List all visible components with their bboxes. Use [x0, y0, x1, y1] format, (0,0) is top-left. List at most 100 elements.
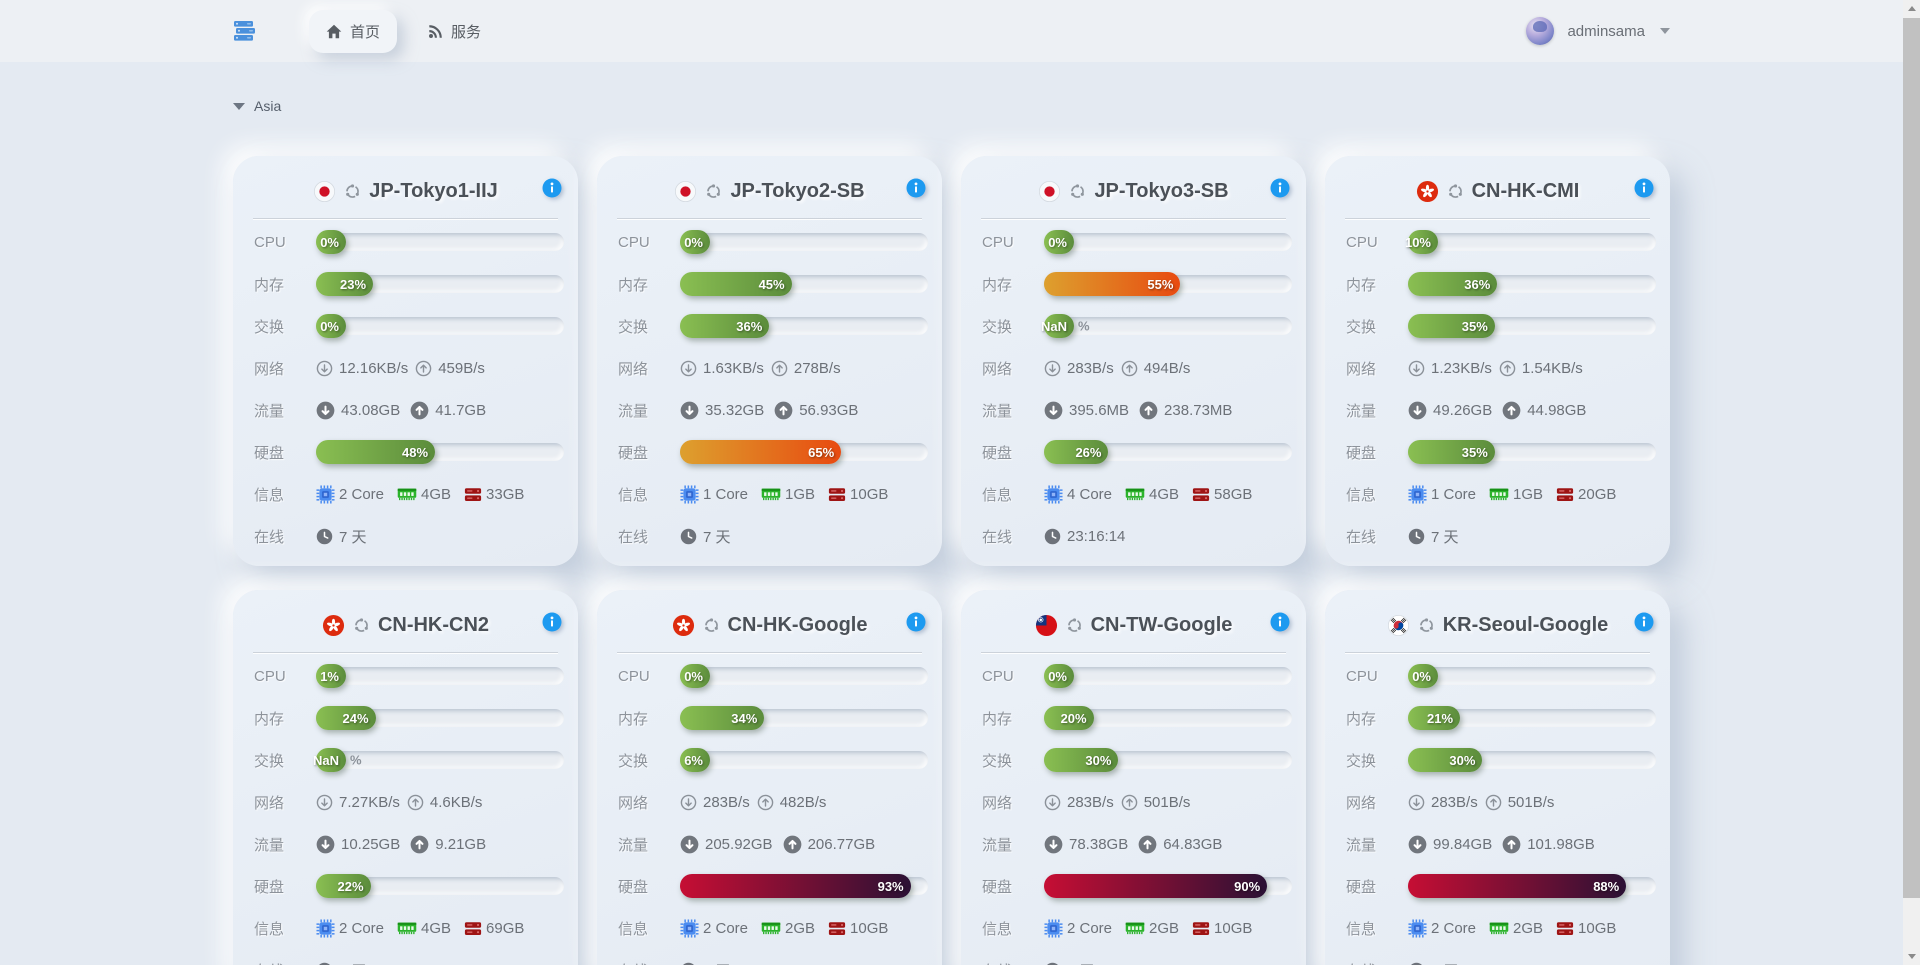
- disk-label: 硬盘: [982, 878, 1013, 896]
- scroll-down-button[interactable]: [1903, 948, 1920, 965]
- memory-progress-bar: 20%: [1044, 706, 1292, 730]
- swap-percent: 36%: [736, 318, 763, 334]
- section-title: Asia: [254, 98, 282, 114]
- card-divider: [981, 218, 1286, 219]
- server-card: CN-HK-CN2 CPU 1% 内存 24% 交换 NaN % 网络: [233, 590, 578, 965]
- ubuntu-os-icon: [1065, 616, 1084, 635]
- card-divider: [617, 652, 922, 653]
- swap-label: 交换: [1346, 318, 1377, 336]
- online-label: 在线: [1346, 528, 1377, 546]
- info-label: 信息: [618, 920, 649, 938]
- memory-progress-bar: 34%: [680, 706, 928, 730]
- download-filled-icon: [680, 401, 699, 420]
- download-outline-icon: [1408, 360, 1425, 377]
- network-label: 网络: [1346, 794, 1377, 812]
- download-outline-icon: [1044, 794, 1061, 811]
- cpu-progress-bar: 0%: [316, 230, 564, 254]
- info-icon[interactable]: [1270, 178, 1290, 198]
- ram-size: 2GB: [1149, 919, 1180, 937]
- upload-filled-icon: [774, 401, 793, 420]
- disk-label: 硬盘: [254, 444, 285, 462]
- tab-home[interactable]: 首页: [309, 9, 398, 53]
- clock-icon: [680, 528, 697, 545]
- server-stack-icon: [233, 21, 255, 41]
- cpu-label: CPU: [1346, 667, 1378, 685]
- cpu-chip-icon: [316, 918, 335, 938]
- swap-percent: 6%: [684, 752, 703, 768]
- cpu-progress-bar: 1%: [316, 664, 564, 688]
- traffic-label: 流量: [982, 836, 1013, 854]
- ubuntu-os-icon: [1417, 616, 1436, 635]
- disk-size: 33GB: [486, 485, 525, 503]
- cpu-percent: 0%: [684, 668, 703, 684]
- memory-label: 内存: [982, 276, 1013, 294]
- info-icon[interactable]: [542, 178, 562, 198]
- tab-services[interactable]: 服务: [411, 10, 498, 53]
- cpu-chip-icon: [680, 484, 699, 504]
- country-flag-icon: [674, 180, 697, 203]
- download-filled-icon: [316, 401, 335, 420]
- online-duration: 7 天: [339, 528, 367, 546]
- info-icon[interactable]: [906, 612, 926, 632]
- user-avatar: [1526, 17, 1555, 45]
- cpu-chip-icon: [680, 918, 699, 938]
- memory-progress-bar: 21%: [1408, 706, 1656, 730]
- cpu-percent: 10%: [1404, 234, 1431, 250]
- info-icon[interactable]: [542, 612, 562, 632]
- core-count: 2 Core: [1431, 919, 1477, 937]
- memory-percent: 34%: [731, 710, 758, 726]
- info-icon[interactable]: [1634, 612, 1654, 632]
- memory-percent: 36%: [1464, 276, 1491, 292]
- core-count: 1 Core: [1431, 485, 1477, 503]
- memory-progress-bar: 45%: [680, 272, 928, 296]
- network-download-speed: 283B/s: [1067, 359, 1114, 377]
- ubuntu-os-icon: [704, 182, 723, 201]
- server-card-header: JP-Tokyo2-SB: [597, 156, 942, 210]
- ram-stick-icon: [1489, 921, 1509, 936]
- hard-disk-icon: [1556, 487, 1574, 502]
- cpu-label: CPU: [254, 233, 286, 251]
- cpu-progress-bar: 0%: [1044, 230, 1292, 254]
- ram-size: 4GB: [421, 919, 452, 937]
- info-icon[interactable]: [1634, 178, 1654, 198]
- scroll-up-button[interactable]: [1903, 0, 1920, 17]
- hard-disk-icon: [464, 487, 482, 502]
- ram-size: 2GB: [1513, 919, 1544, 937]
- disk-percent: 35%: [1461, 444, 1488, 460]
- download-outline-icon: [316, 794, 333, 811]
- info-label: 信息: [982, 486, 1013, 504]
- upload-outline-icon: [415, 360, 432, 377]
- disk-size: 58GB: [1214, 485, 1253, 503]
- traffic-upload-total: 56.93GB: [799, 401, 859, 419]
- nan-percent-suffix: %: [350, 752, 362, 768]
- user-menu[interactable]: adminsama: [1526, 17, 1670, 45]
- cpu-label: CPU: [254, 667, 286, 685]
- memory-label: 内存: [618, 710, 649, 728]
- section-asia-toggle[interactable]: Asia: [233, 98, 281, 114]
- server-card: JP-Tokyo3-SB CPU 0% 内存 55% 交换 NaN % 网络: [961, 156, 1306, 566]
- cpu-progress-bar: 0%: [1408, 664, 1656, 688]
- card-divider: [1345, 652, 1650, 653]
- traffic-download-total: 395.6MB: [1069, 401, 1130, 419]
- network-upload-speed: 494B/s: [1143, 359, 1191, 377]
- server-name: JP-Tokyo3-SB: [1094, 179, 1229, 202]
- network-label: 网络: [254, 360, 285, 378]
- traffic-upload-total: 9.21GB: [435, 835, 487, 853]
- info-icon[interactable]: [906, 178, 926, 198]
- scroll-down-icon: [1907, 954, 1916, 959]
- server-card-header: JP-Tokyo3-SB: [961, 156, 1306, 210]
- disk-percent: 88%: [1593, 878, 1620, 894]
- online-label: 在线: [618, 960, 680, 965]
- info-label: 信息: [1346, 920, 1377, 938]
- hard-disk-icon: [1192, 487, 1210, 502]
- disk-percent: 22%: [337, 878, 364, 894]
- disk-progress-bar: 26%: [1044, 440, 1292, 464]
- info-icon[interactable]: [1270, 612, 1290, 632]
- scrollbar-thumb[interactable]: [1903, 18, 1920, 898]
- brand-button[interactable]: [233, 21, 255, 41]
- traffic-download-total: 10.25GB: [341, 835, 401, 853]
- memory-label: 内存: [1346, 710, 1377, 728]
- vertical-scrollbar[interactable]: [1903, 0, 1920, 965]
- traffic-download-total: 43.08GB: [341, 401, 401, 419]
- cpu-chip-icon: [316, 484, 335, 504]
